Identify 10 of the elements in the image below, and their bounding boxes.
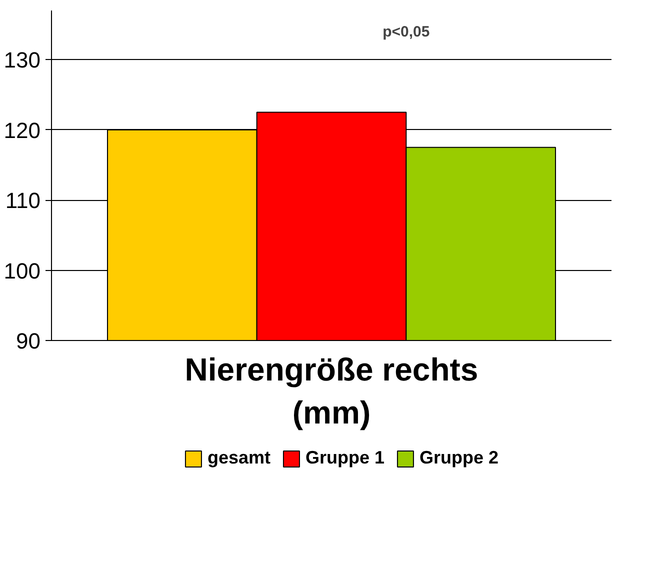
y-tick-label: 110 bbox=[5, 188, 41, 214]
legend-label: Gruppe 2 bbox=[420, 448, 499, 468]
legend-label: Gruppe 1 bbox=[306, 448, 385, 468]
y-tick-label: 120 bbox=[4, 118, 41, 143]
annotation: p<0,05 bbox=[382, 24, 430, 41]
legend-label: gesamt bbox=[207, 448, 270, 468]
y-tick-label: 90 bbox=[16, 328, 41, 354]
y-tick-label: 100 bbox=[4, 258, 41, 284]
x-axis-title: Nierengröße rechts (mm) bbox=[184, 352, 478, 431]
y-tick-label: 130 bbox=[4, 48, 41, 73]
